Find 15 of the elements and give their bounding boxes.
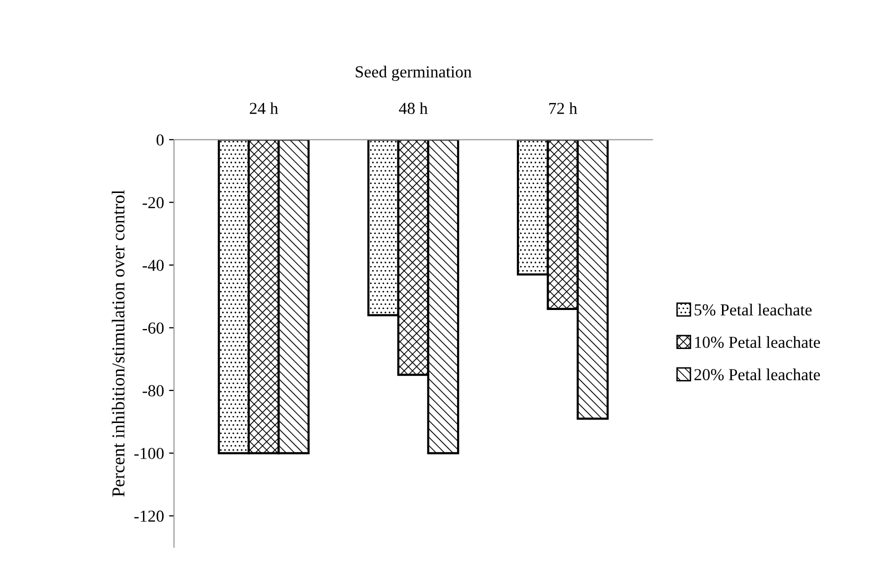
y-tick-label: -80	[142, 385, 164, 396]
legend-label: 20% Petal leachate	[694, 368, 820, 380]
x-tick-label: 72 h	[549, 102, 578, 114]
x-tick-label: 48 h	[398, 102, 428, 114]
y-tick-label: -20	[142, 197, 164, 208]
y-tick-label: 0	[156, 134, 164, 146]
x-axis-title: Seed germination	[356, 66, 472, 81]
legend-label: 10% Petal leachate	[695, 336, 820, 348]
legend-label: 5% Petal leachate	[694, 304, 812, 316]
y-tick-label: -120	[134, 510, 164, 522]
y-tick-label: -60	[142, 322, 164, 334]
y-tick-label: -40	[142, 260, 164, 271]
y-axis-title: Percent inhibition/stimulation over control	[112, 190, 125, 497]
x-tick-label: 24 h	[250, 102, 278, 114]
y-tick-label: -100	[134, 448, 164, 460]
